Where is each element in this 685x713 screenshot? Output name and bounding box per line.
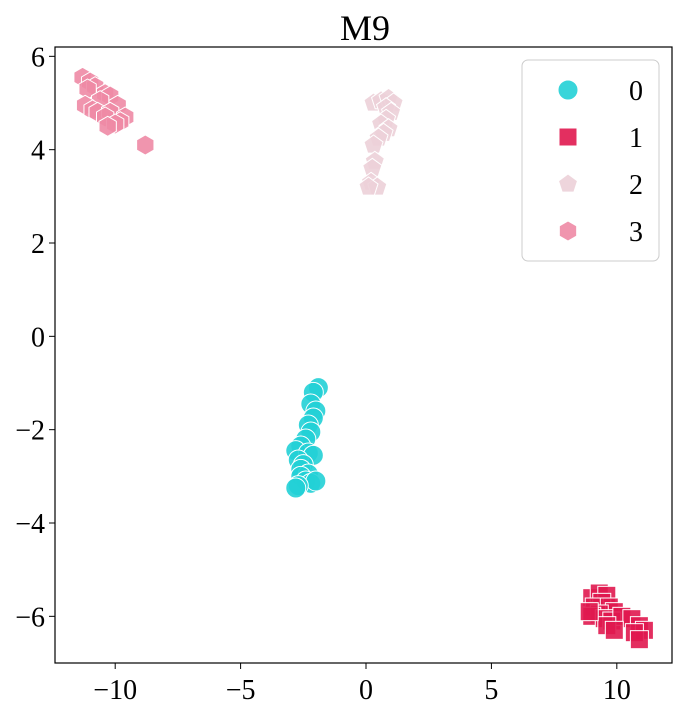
y-tick-label: 0 bbox=[31, 322, 45, 353]
y-tick-label: 6 bbox=[31, 42, 45, 73]
series-0 bbox=[285, 377, 329, 499]
legend-item-3: 3 bbox=[558, 217, 643, 248]
plot-area bbox=[54, 46, 673, 664]
x-tick-label: 10 bbox=[603, 675, 631, 706]
legend: 0 1 2 3 bbox=[521, 59, 660, 262]
data-point bbox=[285, 477, 307, 499]
legend-marker bbox=[558, 127, 578, 147]
data-point bbox=[98, 115, 117, 137]
y-tick-label: −2 bbox=[15, 416, 45, 447]
y-tick-label: 4 bbox=[31, 136, 45, 167]
legend-marker bbox=[557, 79, 579, 101]
legend-marker bbox=[558, 220, 578, 242]
y-tick-label: 2 bbox=[31, 229, 45, 260]
legend-item-1: 1 bbox=[558, 123, 643, 154]
data-point bbox=[604, 620, 624, 640]
series-3 bbox=[73, 66, 155, 156]
data-point bbox=[358, 176, 379, 196]
data-point bbox=[305, 470, 327, 492]
legend-label: 0 bbox=[629, 76, 643, 107]
x-tick-label: −5 bbox=[226, 675, 256, 706]
legend-label: 1 bbox=[629, 123, 643, 154]
legend-box bbox=[521, 59, 660, 262]
series-2 bbox=[358, 87, 404, 196]
legend-label: 2 bbox=[629, 170, 643, 201]
x-tick-label: −10 bbox=[93, 675, 137, 706]
series-1 bbox=[579, 583, 654, 650]
legend-marker bbox=[557, 173, 579, 193]
data-point bbox=[579, 602, 599, 622]
x-tick-label: 5 bbox=[484, 675, 498, 706]
y-tick-label: −6 bbox=[15, 602, 45, 633]
legend-item-2: 2 bbox=[557, 170, 643, 201]
data-point bbox=[136, 134, 155, 156]
y-axis: −6 −4 −2 0 2 4 6 bbox=[15, 42, 55, 633]
data-points bbox=[73, 66, 654, 650]
chart-title: M9 bbox=[340, 8, 390, 48]
x-axis: −10 −5 0 5 10 bbox=[93, 663, 631, 706]
x-tick-label: 0 bbox=[359, 675, 373, 706]
legend-item-0: 0 bbox=[557, 76, 643, 107]
y-tick-label: −4 bbox=[15, 509, 45, 540]
legend-label: 3 bbox=[629, 217, 643, 248]
data-point bbox=[629, 630, 649, 650]
